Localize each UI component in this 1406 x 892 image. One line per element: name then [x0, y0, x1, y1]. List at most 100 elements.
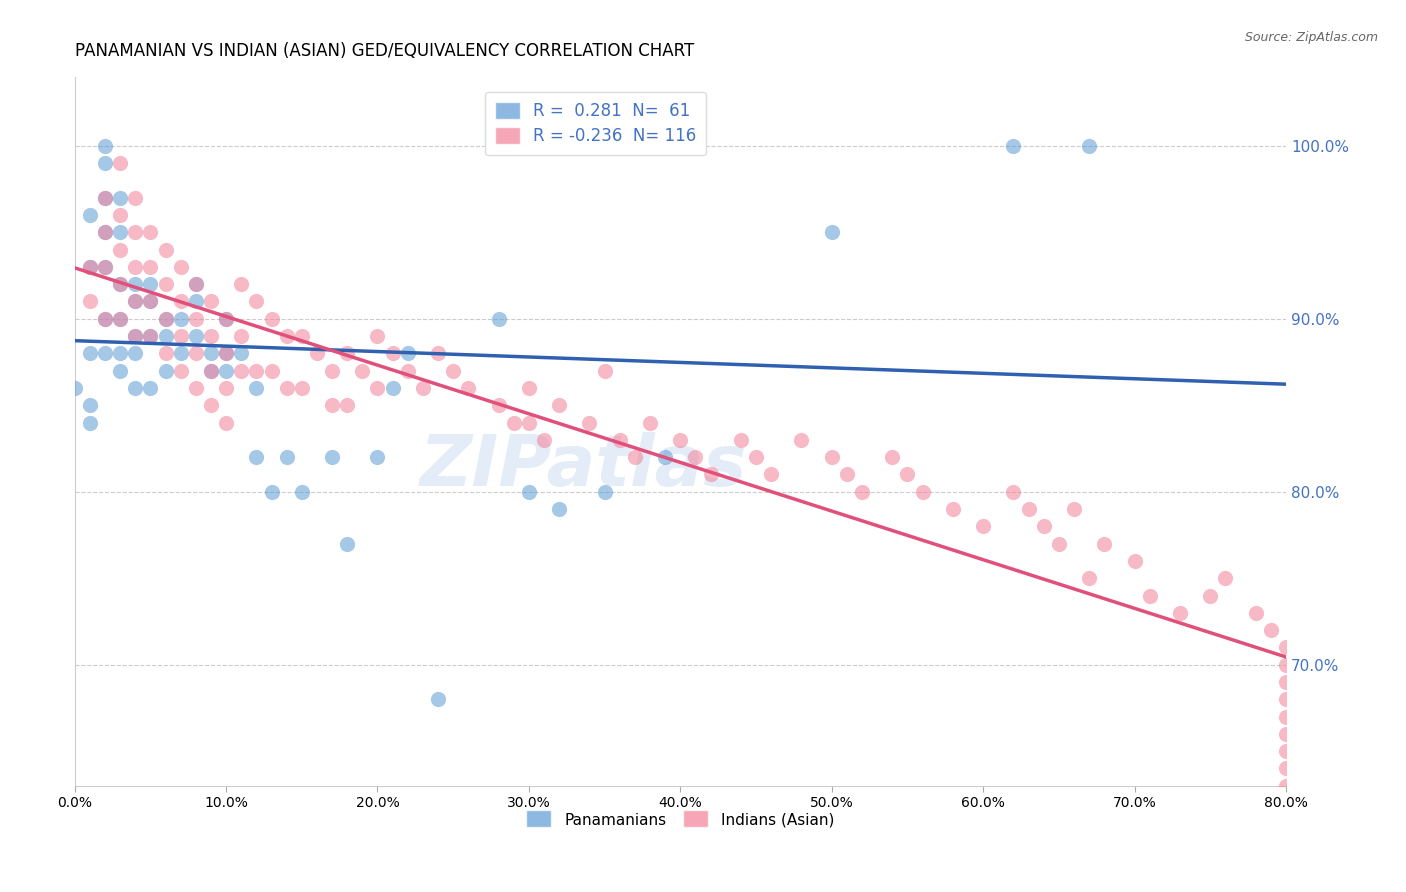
Point: [669, 433, 692, 447]
Point: [1002, 484, 1025, 499]
Point: [533, 433, 555, 447]
Point: [1275, 796, 1298, 810]
Point: [1275, 744, 1298, 758]
Point: [593, 364, 616, 378]
Point: [745, 450, 768, 464]
Point: [124, 225, 146, 239]
Point: [381, 381, 404, 395]
Point: [321, 450, 343, 464]
Point: [94, 311, 117, 326]
Point: [336, 346, 359, 360]
Point: [231, 329, 253, 343]
Point: [1275, 814, 1298, 828]
Point: [124, 329, 146, 343]
Point: [231, 346, 253, 360]
Point: [276, 381, 298, 395]
Point: [517, 381, 540, 395]
Point: [427, 692, 450, 706]
Text: Source: ZipAtlas.com: Source: ZipAtlas.com: [1244, 31, 1378, 45]
Point: [200, 329, 222, 343]
Point: [139, 225, 162, 239]
Point: [231, 277, 253, 292]
Point: [184, 277, 207, 292]
Point: [593, 484, 616, 499]
Point: [94, 225, 117, 239]
Point: [184, 346, 207, 360]
Point: [124, 260, 146, 274]
Legend: Panamanians, Indians (Asian): Panamanians, Indians (Asian): [519, 804, 841, 834]
Point: [200, 294, 222, 309]
Point: [245, 294, 267, 309]
Point: [79, 260, 101, 274]
Point: [139, 381, 162, 395]
Point: [155, 364, 177, 378]
Point: [124, 381, 146, 395]
Point: [79, 416, 101, 430]
Point: [108, 364, 131, 378]
Point: [730, 433, 752, 447]
Point: [488, 398, 510, 412]
Point: [502, 416, 524, 430]
Point: [578, 416, 600, 430]
Point: [457, 381, 479, 395]
Point: [366, 381, 388, 395]
Point: [336, 536, 359, 550]
Point: [200, 346, 222, 360]
Point: [139, 329, 162, 343]
Point: [759, 467, 782, 482]
Point: [79, 398, 101, 412]
Point: [1018, 502, 1040, 516]
Point: [94, 260, 117, 274]
Point: [231, 364, 253, 378]
Point: [79, 346, 101, 360]
Point: [215, 346, 238, 360]
Point: [321, 398, 343, 412]
Point: [200, 364, 222, 378]
Point: [366, 450, 388, 464]
Point: [1047, 536, 1070, 550]
Point: [1199, 589, 1222, 603]
Point: [108, 191, 131, 205]
Point: [517, 416, 540, 430]
Point: [291, 329, 314, 343]
Point: [441, 364, 464, 378]
Point: [896, 467, 918, 482]
Point: [1275, 762, 1298, 776]
Point: [169, 329, 191, 343]
Point: [245, 364, 267, 378]
Point: [79, 208, 101, 222]
Point: [882, 450, 904, 464]
Point: [609, 433, 631, 447]
Point: [972, 519, 994, 533]
Point: [108, 277, 131, 292]
Point: [139, 294, 162, 309]
Point: [548, 398, 571, 412]
Point: [94, 191, 117, 205]
Point: [79, 294, 101, 309]
Point: [139, 329, 162, 343]
Point: [124, 191, 146, 205]
Point: [396, 364, 419, 378]
Point: [851, 484, 873, 499]
Point: [1063, 502, 1085, 516]
Point: [108, 208, 131, 222]
Point: [184, 311, 207, 326]
Point: [79, 260, 101, 274]
Point: [291, 381, 314, 395]
Point: [305, 346, 328, 360]
Point: [1275, 692, 1298, 706]
Point: [412, 381, 434, 395]
Text: ZIPatlas: ZIPatlas: [420, 432, 747, 501]
Point: [1244, 606, 1267, 620]
Point: [366, 329, 388, 343]
Point: [169, 311, 191, 326]
Point: [1168, 606, 1191, 620]
Point: [260, 484, 283, 499]
Point: [1078, 138, 1101, 153]
Point: [184, 329, 207, 343]
Point: [638, 416, 661, 430]
Point: [488, 311, 510, 326]
Point: [215, 311, 238, 326]
Point: [215, 416, 238, 430]
Point: [124, 294, 146, 309]
